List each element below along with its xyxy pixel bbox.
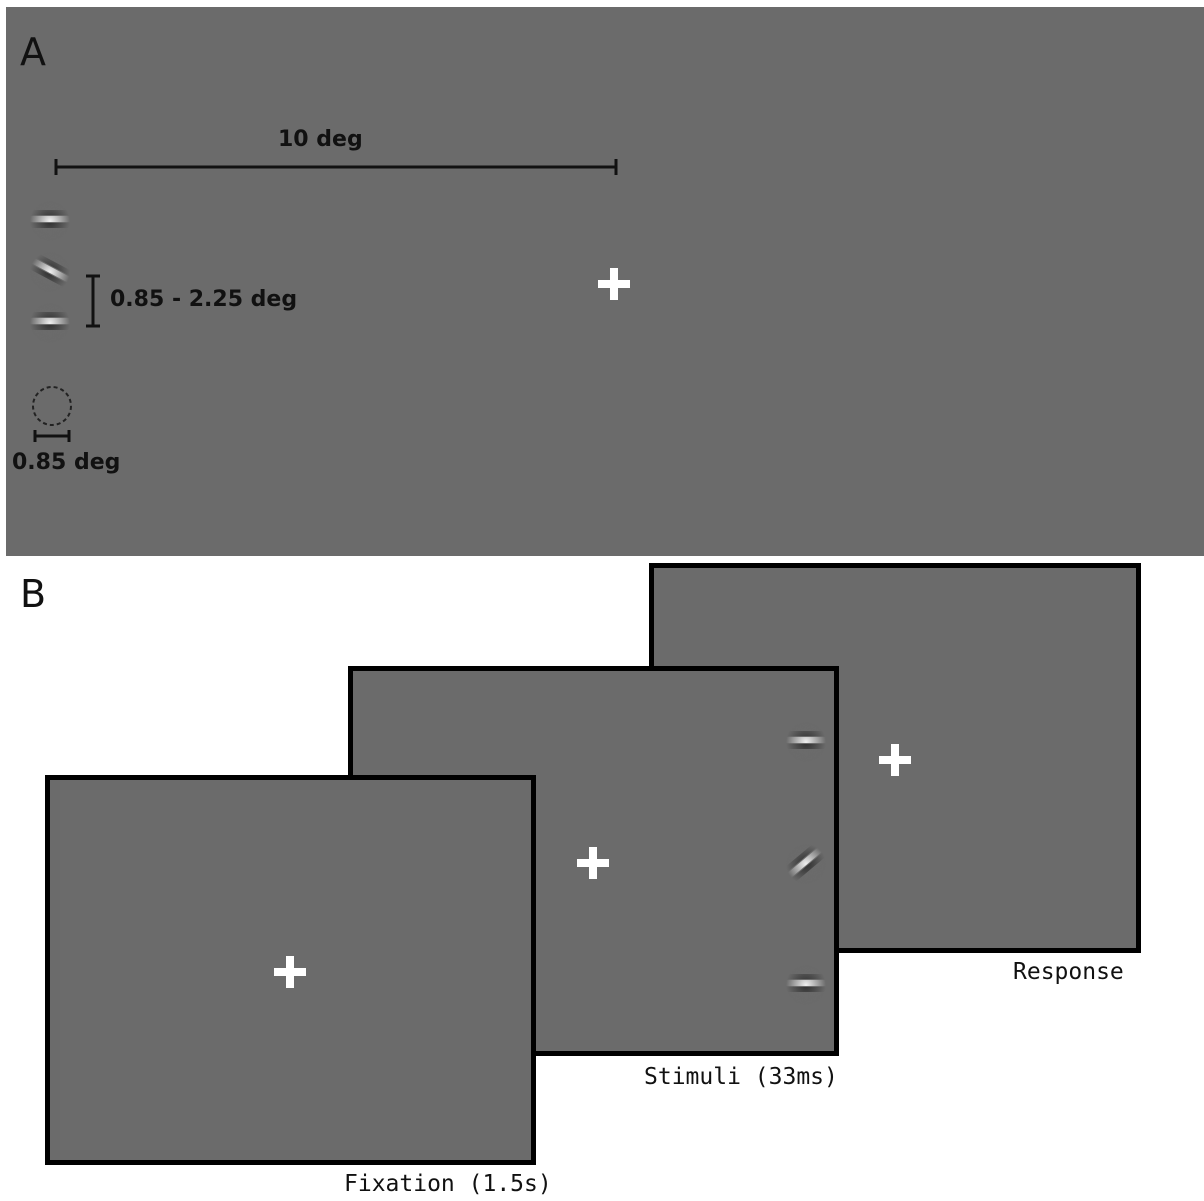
fixation-frame [45, 775, 536, 1165]
spacing-label: 0.85 - 2.25 deg [110, 287, 298, 312]
gabor-bottom [30, 303, 70, 343]
stimulus-size-indicator [32, 386, 72, 442]
size-label: 0.85 deg [12, 450, 121, 475]
response-caption: Response [1013, 959, 1124, 985]
gabor-top [786, 722, 826, 762]
fixation-cross-icon [274, 956, 306, 988]
gabor-target-tilted [30, 252, 70, 292]
fixation-cross-icon [577, 847, 609, 879]
distance-label: 10 deg [278, 127, 363, 152]
panel-b-letter: B [20, 572, 47, 616]
gabor-target-tilted [786, 844, 826, 884]
stimuli-caption: Stimuli (33ms) [644, 1064, 838, 1090]
gabor-top [30, 201, 70, 241]
gabor-bottom [786, 965, 826, 1005]
fixation-cross-icon [879, 744, 911, 776]
fixation-cross-icon [598, 268, 630, 300]
panel-a-letter: A [20, 30, 46, 74]
fixation-caption: Fixation (1.5s) [344, 1171, 552, 1197]
distance-scale-bar [54, 159, 618, 175]
spacing-scale-bar [86, 274, 100, 328]
